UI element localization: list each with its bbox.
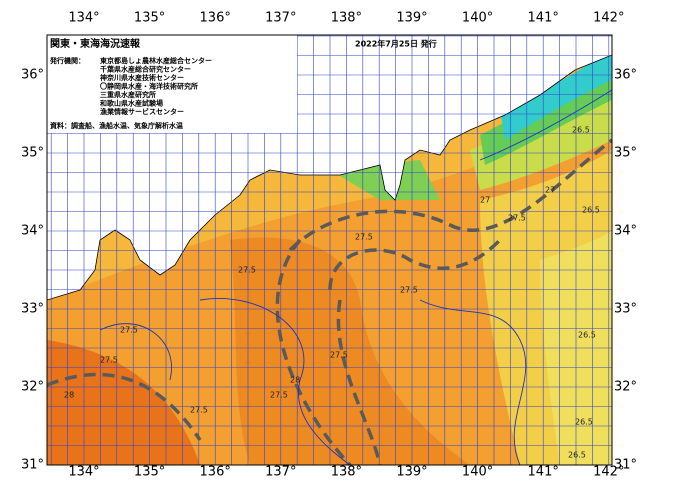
lat-label: 33° [614,302,637,317]
lon-label: 141° [528,11,559,26]
lon-label: 138° [331,11,362,26]
isotherm-label: 26.5 [582,206,600,215]
lat-label: 32° [21,380,44,395]
lon-label: 140° [462,465,493,480]
lon-label: 142° [593,465,624,480]
lon-label: 142° [593,11,624,26]
sea-surface [47,35,612,465]
isotherm-label: 27.5 [100,356,118,365]
lat-label: 34° [21,224,44,239]
issuer: 三重県水産研究所 [100,90,156,99]
issuers-label: 発行機関： [49,56,85,65]
lon-label: 139° [396,465,427,480]
isotherm-label: 26.5 [568,451,586,460]
lat-label: 34° [614,224,637,239]
lat-label: 35° [614,146,637,161]
isotherm-label: 26.5 [575,418,593,427]
issuer: 和歌山県水産試験場 [99,99,163,108]
lon-label: 138° [331,465,362,480]
lat-label: 33° [21,302,44,317]
isotherm-label: 27.5 [400,286,418,295]
isotherm-label: 26.5 [572,126,590,135]
lat-label: 35° [21,146,44,161]
lon-label: 136° [200,11,231,26]
lon-label: 135° [134,11,165,26]
isotherm-label: 27 [480,196,490,205]
lon-label: 137° [265,11,296,26]
lat-label: 36° [614,68,637,83]
lon-label: 136° [200,465,231,480]
lon-label: 134° [68,11,99,26]
lon-label: 139° [396,11,427,26]
lon-label: 135° [134,465,165,480]
isotherm-label: 27.5 [190,406,208,415]
isotherm-label: 27.5 [508,214,526,223]
source: 資料：調査船、漁船水温、気象庁解析水温 [50,121,183,130]
isotherm-label: 27.5 [330,351,348,360]
isotherm-label: 26.5 [578,331,596,340]
lat-label: 31° [614,458,637,473]
lon-label: 134° [68,465,99,480]
isotherms [99,89,612,465]
issuer: 漁業情報サービスセンター [100,107,184,116]
issue-date: 2022年7月25日 発行 [355,39,437,49]
issuer: 千葉県水産総合研究センター [100,65,191,74]
lat-label: 31° [21,458,44,473]
isotherm-label: 28 [290,376,300,385]
isotherm-label: 27.5 [238,266,256,275]
isotherm-label: 27.5 [355,233,373,242]
lon-label: 137° [265,465,296,480]
lon-label: 140° [462,11,493,26]
header-box [47,35,297,133]
issuer: 東京都島しょ農林水産総合センター [100,56,212,65]
isotherm-label: 27.5 [120,326,138,335]
lat-label: 36° [21,68,44,83]
lon-label: 141° [528,465,559,480]
title: 関東・東海海況速報 [50,37,141,50]
isotherm-label: 27 [545,186,555,195]
lat-label: 32° [614,380,637,395]
kuroshio-axis [47,138,612,465]
isotherm-label: 27.5 [270,391,288,400]
issuer: 神奈川県水産技術センター [100,73,184,82]
issuer: 〇静岡県水産・海洋技術研究所 [100,82,198,91]
isotherm-label: 28 [64,391,74,400]
